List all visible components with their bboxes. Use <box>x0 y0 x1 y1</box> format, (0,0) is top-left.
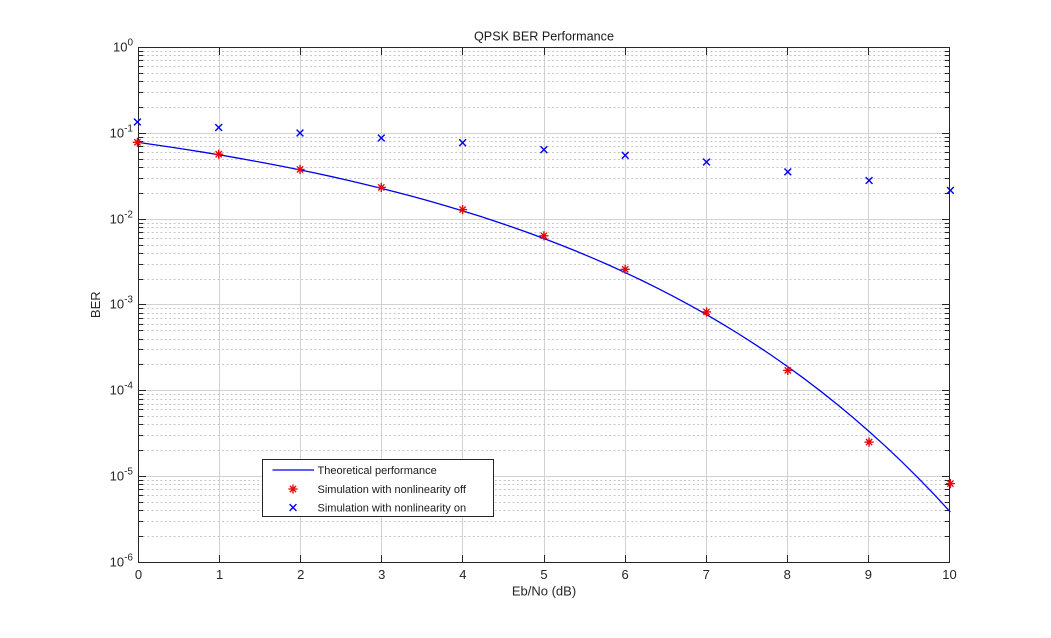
svg-text:6: 6 <box>621 567 628 582</box>
svg-text:10-6: 10-6 <box>110 553 134 570</box>
svg-text:3: 3 <box>378 567 385 582</box>
svg-text:8: 8 <box>784 567 791 582</box>
svg-text:10-4: 10-4 <box>110 381 134 398</box>
svg-text:10-1: 10-1 <box>110 124 134 141</box>
svg-text:2: 2 <box>297 567 304 582</box>
svg-text:1: 1 <box>216 567 223 582</box>
svg-text:10-5: 10-5 <box>110 467 134 484</box>
svg-text:100: 100 <box>113 38 133 55</box>
svg-text:Eb/No (dB): Eb/No (dB) <box>512 584 576 599</box>
svg-text:7: 7 <box>703 567 710 582</box>
svg-text:10-2: 10-2 <box>110 210 134 227</box>
svg-text:0: 0 <box>135 567 142 582</box>
svg-text:10: 10 <box>942 567 956 582</box>
svg-text:5: 5 <box>540 567 547 582</box>
svg-text:QPSK BER Performance: QPSK BER Performance <box>474 30 614 44</box>
svg-text:10-3: 10-3 <box>110 295 134 312</box>
svg-text:BER: BER <box>88 291 103 318</box>
svg-text:Simulation with nonlinearity o: Simulation with nonlinearity off <box>318 484 467 496</box>
svg-text:4: 4 <box>459 567 466 582</box>
svg-text:9: 9 <box>865 567 872 582</box>
svg-text:Theoretical performance: Theoretical performance <box>318 465 437 477</box>
svg-text:Simulation with nonlinearity o: Simulation with nonlinearity on <box>318 503 467 515</box>
